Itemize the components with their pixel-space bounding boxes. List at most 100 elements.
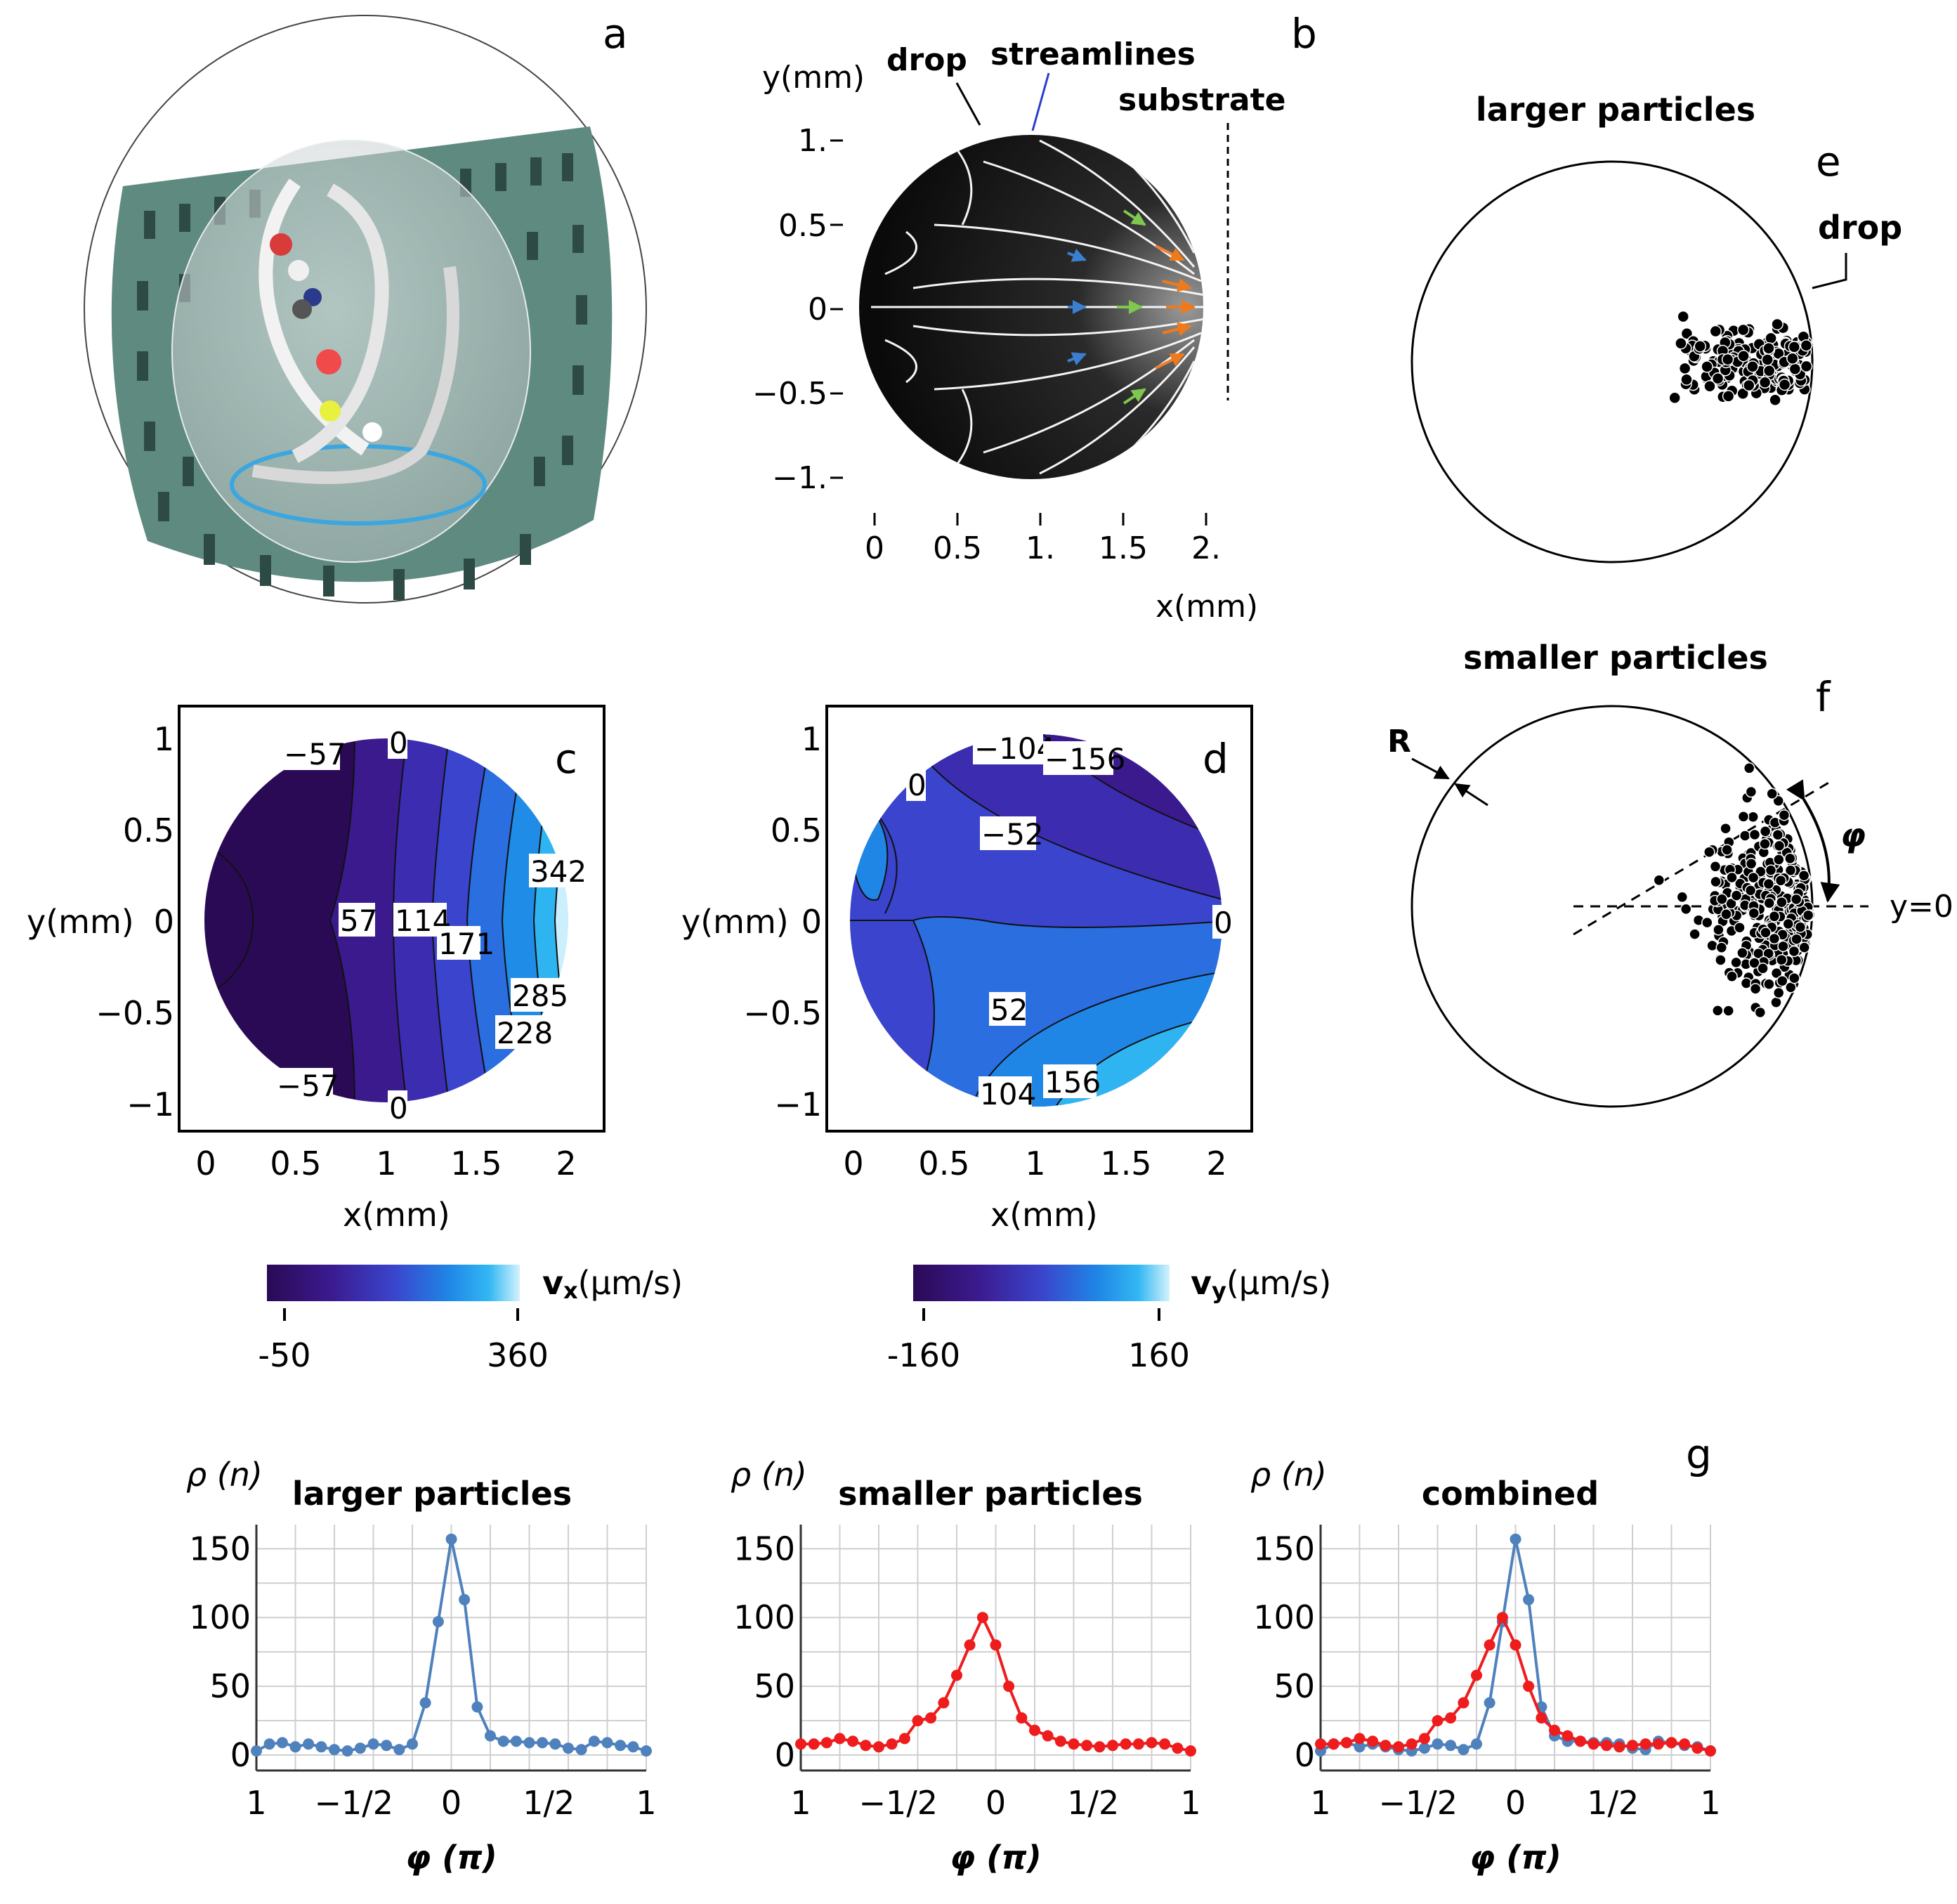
particle-dot <box>1802 909 1814 921</box>
particle-dot <box>1786 352 1799 365</box>
particle-dot <box>1736 387 1749 400</box>
vx-label-m57-top: −57 <box>284 737 346 771</box>
particle-dot <box>1768 932 1781 945</box>
velocity-arrows <box>1067 209 1196 405</box>
data-point-smaller <box>1042 1730 1054 1742</box>
d-ytick-05: 0.5 <box>771 811 822 849</box>
data-point-smaller <box>1393 1741 1404 1753</box>
c-ytick-0: 0 <box>154 903 174 941</box>
data-point-smaller <box>1016 1712 1028 1724</box>
d-ytick-m1: −1 <box>774 1085 822 1123</box>
particle-dot <box>1747 811 1759 823</box>
x-tick-label: 0 <box>1505 1784 1526 1822</box>
data-point-smaller <box>1691 1742 1703 1754</box>
label-streamlines: streamlines <box>990 37 1196 72</box>
particle-dot <box>1676 891 1689 904</box>
b-ytick-m1: −1. <box>772 460 827 496</box>
particle-dot <box>1765 332 1777 345</box>
data-point-smaller <box>964 1639 976 1651</box>
data-point-larger <box>1471 1738 1482 1750</box>
x-tick-label: 0 <box>441 1784 462 1822</box>
particle-dot <box>1748 957 1760 969</box>
panel-e-title: larger particles <box>1476 91 1755 129</box>
particle-dot <box>1701 916 1713 929</box>
particle-dot <box>1730 889 1743 901</box>
particle-dot <box>1777 940 1789 953</box>
b-ytick-05: 0.5 <box>778 208 827 244</box>
particle-dot <box>1730 956 1742 969</box>
b-xtick-15: 1.5 <box>1099 530 1148 566</box>
data-point-larger <box>276 1737 288 1749</box>
data-point-smaller <box>1639 1738 1651 1750</box>
panel-f: smaller particles f R φ y=0 <box>1387 639 1953 1108</box>
data-point-smaller <box>898 1733 910 1745</box>
data-point-smaller <box>860 1740 872 1752</box>
particle-dot <box>1772 828 1784 841</box>
particle-dot <box>1737 349 1750 363</box>
data-point-smaller <box>795 1738 806 1750</box>
particle-dot <box>1745 858 1758 870</box>
data-point-smaller <box>1484 1639 1495 1651</box>
data-point-smaller <box>1614 1741 1625 1753</box>
R-arrow-out <box>1454 783 1488 807</box>
panel-b-xlabel: x(mm) <box>1156 589 1258 625</box>
data-point-larger <box>537 1737 549 1749</box>
particle-dot <box>1759 826 1772 837</box>
c-ytick-1: 1 <box>154 720 174 758</box>
panel-c-ylabel: y(mm) <box>27 903 134 941</box>
particle-red-2 <box>316 349 341 374</box>
particle-dot <box>1776 974 1788 987</box>
particle-dot <box>1706 939 1718 952</box>
data-point-smaller <box>1354 1733 1366 1745</box>
data-point-larger <box>1523 1593 1535 1605</box>
vy-colorbar-label: vy(μm/s) <box>1191 1264 1331 1304</box>
particle-dot <box>1721 844 1733 856</box>
b-ytick-marks <box>830 139 1207 526</box>
vy-label-m156: −156 <box>1045 742 1125 776</box>
particle-dot <box>1773 854 1785 866</box>
chart-xlabel: φ (π) <box>1470 1839 1561 1877</box>
x-tick-label: −1/2 <box>858 1784 938 1822</box>
b-xtick-2: 2. <box>1191 530 1221 566</box>
particle-dot <box>1772 795 1784 807</box>
data-point-smaller <box>847 1735 859 1747</box>
particle-dot <box>1791 933 1802 945</box>
particle-dot <box>1721 353 1734 366</box>
panel-d-xlabel: x(mm) <box>990 1196 1098 1234</box>
vx-contour-field <box>204 738 569 1103</box>
streamlines-pointer <box>1031 72 1050 131</box>
particle-dot <box>1712 1005 1724 1017</box>
y-tick-label: 0 <box>230 1736 251 1774</box>
vy-label-104: 104 <box>980 1077 1036 1111</box>
c-ytick-m05: −0.5 <box>96 994 174 1032</box>
chart-ylabel: ρ (n) <box>731 1456 807 1494</box>
panel-b-ylabel: y(mm) <box>762 60 865 96</box>
particle-dot <box>1722 390 1735 403</box>
d-xtick-05: 0.5 <box>918 1145 969 1182</box>
vx-colorbar-min: -50 <box>258 1336 310 1374</box>
data-point-smaller <box>1315 1738 1326 1750</box>
chart-ylabel: ρ (n) <box>186 1456 263 1494</box>
data-point-larger <box>549 1738 561 1750</box>
data-point-smaller <box>1107 1740 1118 1752</box>
data-point-larger <box>575 1744 587 1756</box>
data-point-smaller <box>1159 1738 1171 1750</box>
data-point-larger <box>1510 1533 1521 1545</box>
phi-label: φ <box>1840 816 1866 854</box>
d-ytick-m05: −0.5 <box>743 994 822 1032</box>
large-particle-cluster <box>1668 310 1813 407</box>
particle-dot <box>1680 903 1692 915</box>
panel-d: d y(mm) x(mm) 1 0.5 0 −0.5 −1 0 0.5 1 1.… <box>681 705 1331 1374</box>
d-xtick-2: 2 <box>1206 1145 1226 1182</box>
panel-d-letter: d <box>1203 735 1229 783</box>
streamline-curves <box>871 135 1203 479</box>
particle-dot <box>1748 907 1760 920</box>
data-point-smaller <box>1068 1738 1080 1750</box>
vx-label-m57-bottom: −57 <box>277 1069 339 1103</box>
particle-dot <box>1800 360 1813 373</box>
particle-dot <box>1769 393 1781 407</box>
panel-b-xticks: 0 0.5 1. 1.5 2. <box>865 530 1221 566</box>
vx-colorbar-ticks <box>283 1308 519 1321</box>
data-point-smaller <box>1367 1735 1379 1747</box>
vy-label-m52: −52 <box>981 817 1044 852</box>
